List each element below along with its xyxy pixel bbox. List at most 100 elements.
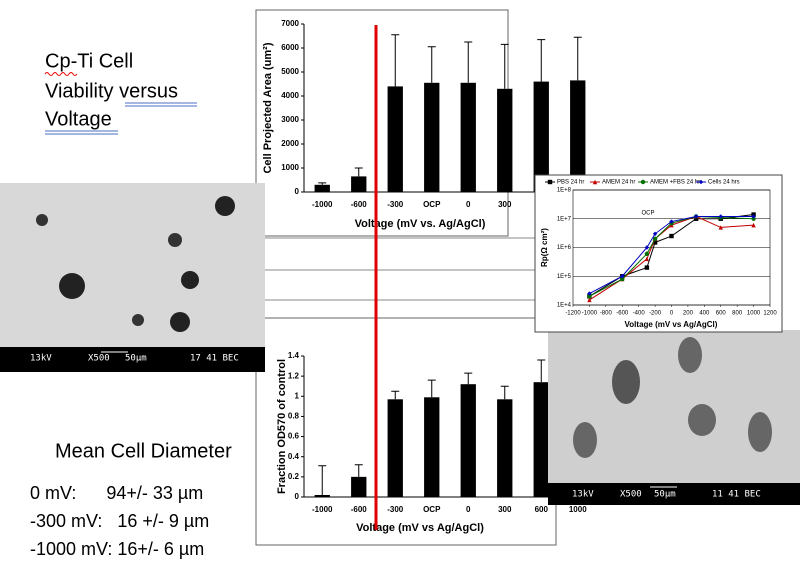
x-tick-label: -200 [649, 311, 662, 317]
error-bar [391, 390, 400, 400]
cell [59, 273, 85, 299]
error-bar [427, 379, 436, 398]
x-tick-label: 600 [535, 505, 549, 514]
title-block: Cp-Ti Cell Viability versus Voltage [44, 50, 197, 135]
y-tick-label: 0.8 [288, 412, 300, 421]
info: 50μm [654, 490, 676, 500]
y-tick-label: 1E+6 [557, 245, 572, 251]
x-tick-label: 300 [498, 505, 512, 514]
diameter-heading: Mean Cell Diameter [55, 440, 232, 462]
x-tick-label: -1000 [312, 200, 333, 209]
bar [314, 184, 330, 192]
bar [351, 476, 367, 497]
y-tick-label: 6000 [281, 43, 299, 52]
marker [620, 274, 625, 279]
error-bar [427, 46, 436, 83]
x-tick-label: -600 [351, 200, 368, 209]
bar [424, 397, 440, 497]
bar [533, 81, 549, 192]
micrograph-right: 13kV X500 50μm 11 41 BEC [548, 330, 800, 505]
x-tick-label: 0 [466, 200, 471, 209]
series-line [589, 215, 754, 301]
bar [387, 399, 403, 497]
bar [497, 399, 513, 497]
x-tick-label: 1200 [763, 311, 777, 317]
bar [570, 80, 586, 192]
marker [718, 214, 723, 219]
x-tick-label: -1000 [582, 311, 598, 317]
cell [573, 422, 597, 458]
legend-marker [698, 179, 704, 185]
y-tick-label: 7000 [281, 19, 299, 28]
info: X500 [620, 490, 642, 500]
x-tick-label: -400 [633, 311, 646, 317]
y-tick-label: 5000 [281, 67, 299, 76]
annotation: OCP [641, 211, 654, 217]
error-bar [537, 39, 546, 82]
bar [460, 384, 476, 497]
series-line [589, 215, 754, 295]
rp-chart: 1E+4 1E+5 1E+6 1E+7 1E+8 -1200 -1000 -800 -600 -4… [540, 180, 777, 330]
x-tick-label: -800 [600, 311, 613, 317]
x-tick-label: 0 [466, 505, 471, 514]
y-tick-label: 0.6 [288, 432, 300, 441]
legend-label: PBS 24 hr [557, 180, 584, 186]
info-bar [0, 347, 265, 372]
x-tick-label: -300 [387, 200, 404, 209]
x-axis-title: Voltage (mV vs. Ag/AgCl) [355, 218, 486, 230]
error-bar [354, 167, 363, 177]
cell [170, 312, 190, 332]
legend-marker [640, 179, 646, 185]
x-tick-label: 1000 [569, 505, 587, 514]
y-tick-label: 0 [295, 187, 300, 196]
cell [678, 337, 702, 373]
title-line: Viability versus [45, 80, 178, 102]
marker [587, 291, 592, 296]
error-bar [464, 372, 473, 385]
y-tick-label: 1E+4 [557, 303, 572, 309]
y-tick-label: 1 [295, 391, 300, 400]
cell [688, 404, 716, 436]
x-tick-label: 200 [683, 311, 694, 317]
title-line: Cp-Ti Cell [45, 50, 133, 72]
error-bar [464, 41, 473, 83]
diameter-line: 0 mV: 94+/- 33 µm [30, 483, 203, 503]
y-tick-label: 1000 [281, 163, 299, 172]
x-axis-title: Voltage (mV vs Ag/AgCl) [356, 522, 484, 534]
bar [387, 86, 403, 192]
title-line: Voltage [45, 108, 112, 130]
x-tick-label: 1000 [747, 311, 761, 317]
y-tick-label: 1.2 [288, 371, 300, 380]
marker [620, 276, 625, 282]
info: 13kV [572, 490, 594, 500]
error-bar [318, 465, 327, 495]
x-tick-label: 800 [732, 311, 743, 317]
error-bar [391, 34, 400, 87]
info: 17 41 BEC [190, 354, 239, 364]
legend-marker [592, 179, 598, 185]
y-tick-label: 1E+5 [557, 274, 572, 280]
inset-frame [534, 174, 783, 333]
x-tick-label: 600 [716, 311, 727, 317]
y-tick-label: 0.4 [288, 452, 300, 461]
x-tick-label: -600 [616, 311, 629, 317]
y-tick-label: 1.4 [288, 351, 300, 360]
info: 13kV [30, 354, 52, 364]
cell [168, 233, 182, 247]
cell [215, 196, 235, 216]
y-tick-label: 2000 [281, 139, 299, 148]
grammar-underline [45, 102, 197, 135]
marker [652, 240, 658, 245]
marker [718, 225, 723, 230]
marker [693, 216, 699, 221]
cell [181, 271, 199, 289]
diameter-line: -1000 mV: 16+/- 6 µm [30, 539, 204, 559]
spell-underline [44, 72, 78, 76]
info-bar [548, 483, 800, 505]
micrograph-left: 13kV X500 50μm 17 41 BEC [0, 183, 265, 372]
marker [644, 251, 650, 257]
x-tick-label: OCP [423, 200, 441, 209]
y-tick-label: 0.2 [288, 472, 300, 481]
info: 11 41 BEC [712, 490, 761, 500]
